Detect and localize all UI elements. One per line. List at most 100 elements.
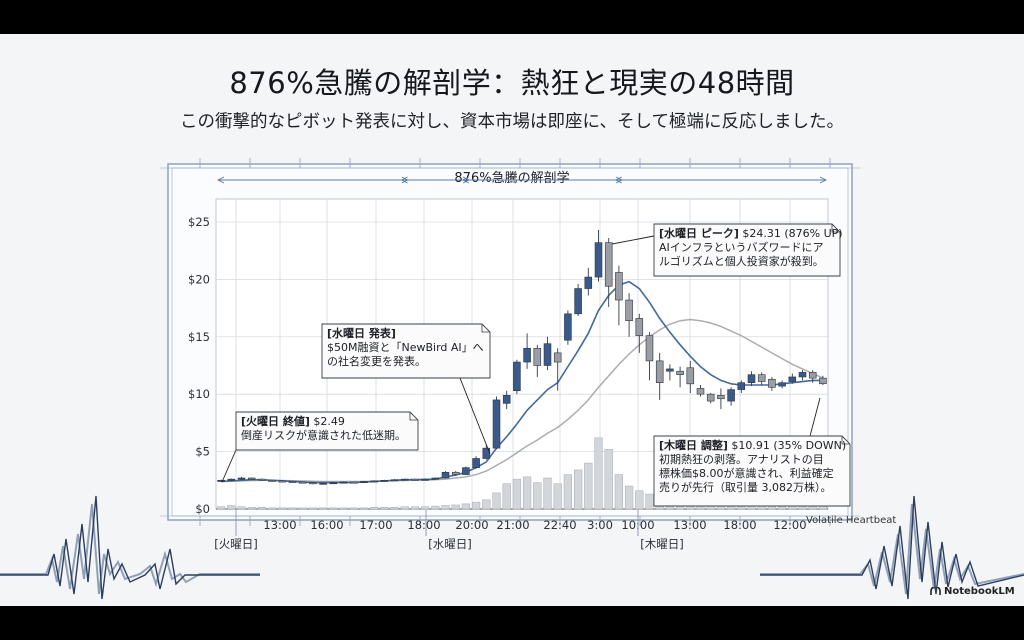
candle-body: [819, 377, 827, 385]
y-tick-label: $10: [188, 387, 210, 401]
y-tick-label: $0: [195, 502, 210, 516]
candle-body: [625, 299, 633, 322]
volume-bar: [512, 478, 522, 510]
volume-bar: [543, 477, 552, 510]
volume-bar: [451, 504, 460, 510]
candle-body: [258, 478, 266, 481]
annotation-heading: [水曜日 ピーク] $24.31 (876% UP): [659, 226, 843, 240]
candle-body: [411, 478, 419, 481]
volume-bar: [247, 507, 256, 510]
annotation-body-line: $50M融資と「NewBird AI」へ: [327, 341, 484, 354]
annotation-box: [321, 323, 491, 379]
candlestick-chart: $25 $20 $15 $10 $5 $0 13:00 16:00 17:00 18:00 20:0…: [160, 158, 860, 551]
candle-body: [513, 361, 521, 392]
annotation-box: [653, 435, 851, 507]
candle-body: [768, 378, 776, 388]
candle-body: [390, 479, 399, 482]
candle-body: [278, 480, 287, 483]
volume-bar: [237, 506, 246, 510]
annotation-fold: [831, 224, 840, 233]
volume-bar: [339, 507, 348, 510]
candle-body: [808, 372, 817, 379]
candle-body: [339, 481, 348, 484]
volume-bar: [420, 506, 430, 510]
volume-bar: [645, 493, 654, 510]
volume-bar: [369, 507, 379, 510]
candle-body: [298, 481, 307, 484]
y-tick-label: $20: [188, 272, 210, 286]
x-tick-label: 22:40: [543, 518, 576, 532]
annotation-heading: [木曜日 調整] $10.91 (35% DOWN): [659, 438, 846, 452]
y-tick-label: $5: [195, 445, 210, 459]
x-tick-label: 16:00: [310, 518, 343, 532]
volume-bar: [359, 507, 369, 510]
candle-body: [523, 347, 531, 363]
candle-body: [747, 374, 756, 384]
candle-body: [380, 479, 389, 482]
range-arrowhead: [216, 176, 225, 184]
y-tick-label: $15: [188, 330, 210, 344]
candle-body: [645, 335, 654, 362]
candle-body: [421, 478, 429, 481]
x-tick-label: 21:00: [496, 518, 529, 532]
candle-body: [543, 343, 552, 366]
candle-body: [604, 242, 613, 287]
candle-body: [696, 388, 705, 395]
slide-title: 876%急騰の解剖学：熱狂と現実の48時間: [229, 66, 795, 100]
sma-fast-line: [221, 280, 823, 484]
volume-bar: [318, 507, 328, 510]
x-tick-label: 12:00: [773, 518, 806, 532]
annotation-pointer: [459, 377, 491, 455]
volume-bar: [624, 485, 634, 510]
x-tick-label: 18:00: [407, 518, 440, 532]
range-arrowhead: [614, 176, 623, 184]
annotation-pointer: [809, 397, 821, 437]
candle-body: [268, 479, 276, 482]
annotation-heading: [水曜日 発表]: [327, 326, 396, 340]
candle-body: [400, 478, 409, 481]
x-tick-label: 17:00: [359, 518, 392, 532]
annotation-fold: [481, 324, 490, 333]
candle-body: [798, 372, 807, 378]
day-label: [火曜日]: [214, 537, 257, 551]
volume-bar: [471, 501, 481, 510]
volume-bar: [278, 507, 287, 510]
volume-bar: [635, 490, 644, 510]
volume-bar: [461, 503, 471, 510]
x-tick-label: 20:00: [455, 518, 488, 532]
chart-footer-label: Volatile Heartbeat: [806, 515, 897, 526]
candle-body: [717, 395, 725, 400]
candle-body: [441, 471, 450, 479]
volume-bar: [492, 492, 501, 510]
annotation-body-line: 倒産リスクが意識された低迷期。: [241, 428, 406, 442]
candle-body: [237, 477, 246, 480]
volume-bar: [482, 499, 491, 510]
annotation-pointer: [611, 235, 655, 245]
chart-title: 876%急騰の解剖学: [454, 170, 569, 186]
volume-bar: [502, 483, 511, 510]
candle-body: [247, 477, 256, 480]
candle-body: [360, 481, 368, 483]
volume-bar: [441, 505, 450, 510]
x-tick-label: 18:00: [723, 518, 756, 532]
candle-body: [706, 393, 715, 402]
candle-body: [553, 352, 562, 363]
heartbeat-decoration: [0, 495, 1024, 600]
candle-body: [676, 370, 684, 375]
candle-body: [615, 272, 623, 301]
x-tick-label: 13:00: [673, 518, 706, 532]
annotation-box: [235, 411, 419, 451]
volume-bar: [267, 507, 277, 510]
candle-body: [788, 376, 797, 382]
candle-body: [349, 481, 358, 484]
volume-bar: [349, 507, 358, 510]
volume-bar: [533, 482, 542, 510]
candle-body: [462, 467, 470, 475]
sma-slow-line: [221, 318, 824, 483]
x-tick-label: 3:00: [587, 518, 613, 532]
x-tick-label: 13:00: [263, 518, 296, 532]
volume-bar: [584, 462, 593, 510]
candle-body: [594, 242, 603, 278]
volume-bar: [604, 449, 613, 510]
